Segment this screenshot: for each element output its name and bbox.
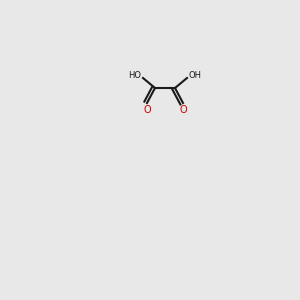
Text: O: O <box>179 105 187 115</box>
Text: OH: OH <box>188 71 202 80</box>
Text: O: O <box>143 105 151 115</box>
Text: HO: HO <box>128 71 142 80</box>
